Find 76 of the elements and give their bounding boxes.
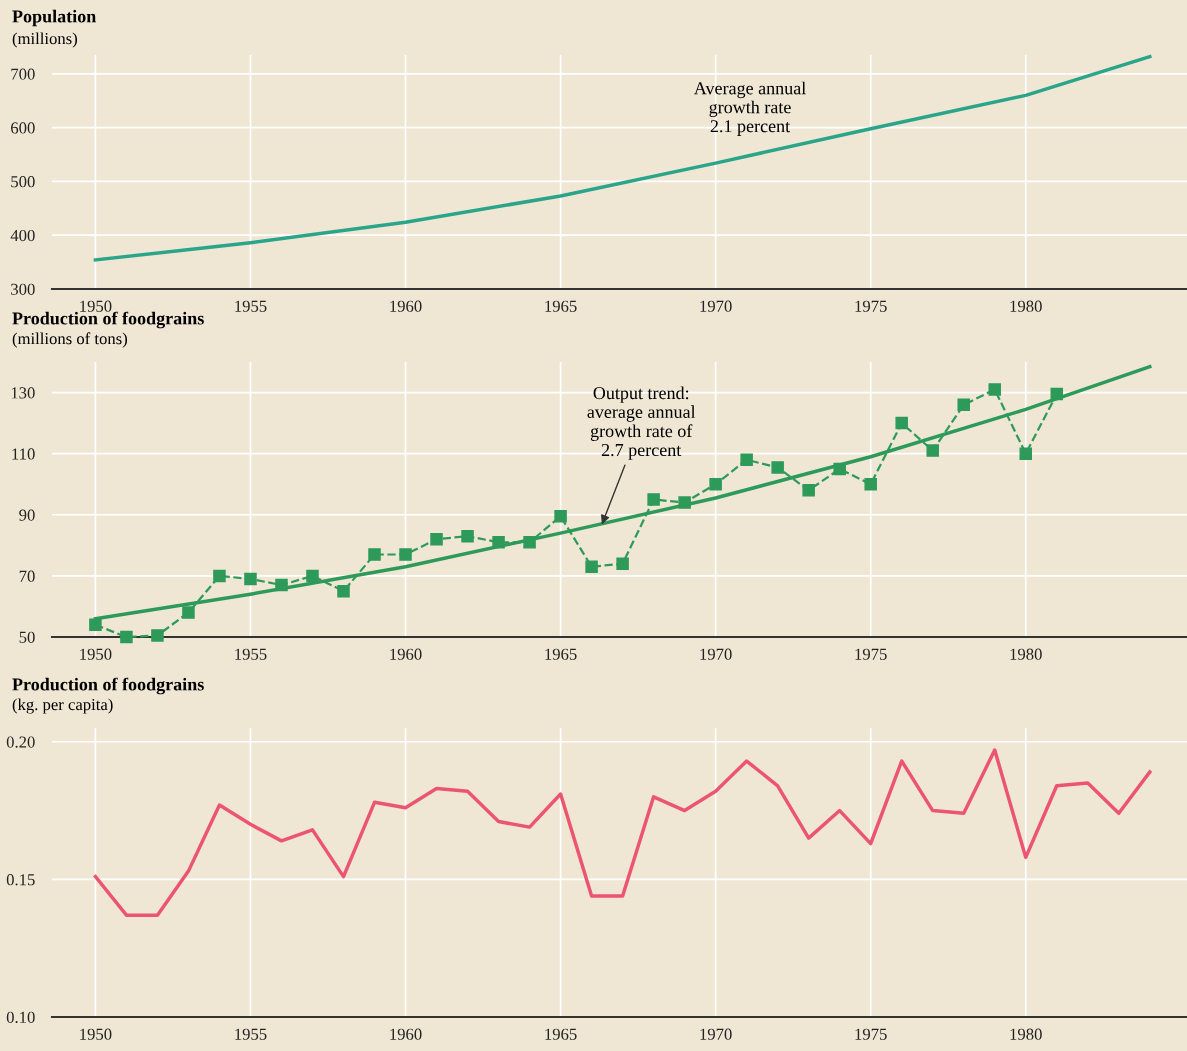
point: [182, 606, 195, 619]
point: [616, 557, 629, 570]
annotation: Average annual growth rate 2.1 percent: [693, 81, 806, 136]
point: [1050, 387, 1064, 401]
point: [771, 461, 784, 474]
y-tick-label: 300: [11, 283, 35, 295]
point: [864, 477, 877, 491]
line-series: [93, 748, 1152, 917]
y-tick-label: 600: [11, 122, 35, 134]
point: [89, 618, 102, 632]
y-tick-label: 700: [11, 68, 35, 80]
x-tick-label: 1960: [390, 1028, 422, 1040]
chart-title: Production of foodgrains: [12, 311, 204, 329]
point: [585, 560, 598, 573]
point: [802, 484, 815, 497]
x-tick-label: 1975: [855, 648, 887, 660]
x-tick-label: 1980: [1010, 648, 1042, 660]
point: [926, 444, 939, 457]
y-tick-label: 90: [19, 509, 35, 521]
chart-title: Production of foodgrains: [12, 677, 204, 695]
x-tick-label: 1965: [545, 300, 577, 312]
point: [461, 529, 474, 543]
point: [957, 398, 970, 412]
x-tick-label: 1955: [235, 300, 267, 312]
point: [430, 532, 443, 546]
y-tick-label: 0.20: [6, 736, 35, 748]
y-tick-label: 70: [19, 570, 35, 582]
x-tick-label: 1950: [80, 300, 112, 312]
y-tick-label: 110: [12, 448, 35, 460]
chart-title: Population: [12, 9, 97, 27]
chart-subtitle: (millions): [12, 32, 78, 48]
point: [244, 572, 257, 586]
x-tick-label: 1970: [700, 1028, 732, 1040]
point: [337, 584, 350, 598]
y-tick-label: 0.10: [6, 1011, 35, 1024]
chart-subtitle: (kg. per capita): [12, 698, 113, 714]
x-tick-label: 1965: [545, 648, 577, 660]
x-tick-label: 1960: [390, 300, 422, 312]
x-tick-label: 1955: [235, 648, 267, 660]
x-tick-label: 1980: [1010, 300, 1042, 312]
point: [120, 630, 133, 644]
point: [368, 548, 381, 561]
y-tick-label: 400: [10, 229, 35, 242]
point: [275, 578, 288, 592]
line-series: [93, 54, 1152, 262]
point: [523, 536, 536, 549]
point: [647, 493, 660, 506]
x-tick-label: 1980: [1010, 1028, 1042, 1040]
point: [306, 569, 319, 583]
x-tick-label: 1950: [80, 648, 112, 660]
point: [554, 510, 567, 523]
y-tick-label: 500: [11, 176, 35, 188]
annotation: Output trend: average annual growth rate of 2.7 percent: [587, 386, 696, 460]
y-tick-label: 130: [11, 387, 35, 399]
x-tick-label: 1955: [235, 1028, 267, 1040]
x-tick-label: 1970: [700, 648, 732, 660]
point: [213, 569, 226, 583]
x-tick-label: 1960: [390, 648, 422, 660]
point: [895, 416, 908, 430]
x-tick-label: 1950: [80, 1028, 112, 1040]
point: [492, 536, 505, 549]
point: [1019, 447, 1032, 460]
point: [151, 629, 164, 642]
y-tick-label: 50: [19, 631, 35, 643]
y-tick-label: 0.15: [6, 874, 35, 886]
point: [709, 477, 722, 491]
x-tick-label: 1965: [545, 1028, 577, 1040]
point: [988, 383, 1001, 396]
point: [740, 453, 753, 467]
point: [833, 462, 846, 476]
x-tick-label: 1975: [855, 300, 887, 312]
point: [399, 548, 412, 561]
point: [678, 496, 691, 509]
x-tick-label: 1975: [855, 1028, 887, 1040]
chart-subtitle: (millions of tons): [12, 332, 128, 348]
x-tick-label: 1970: [700, 300, 732, 312]
